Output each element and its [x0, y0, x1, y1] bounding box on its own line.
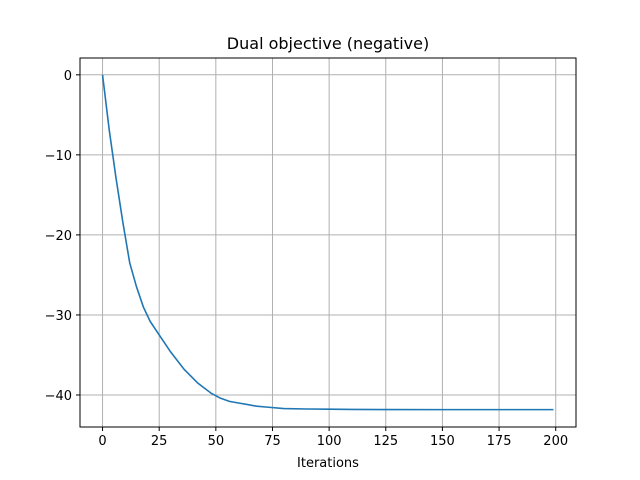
- x-tick-label: 125: [373, 434, 398, 449]
- x-tick-label: 100: [317, 434, 342, 449]
- series-line-1: [101, 74, 554, 411]
- x-axis-label: Iterations: [297, 456, 359, 471]
- x-tick-label: 200: [543, 434, 568, 449]
- grid-layer: [80, 58, 576, 427]
- y-tick-label: −10: [45, 149, 72, 164]
- x-tick-label: 150: [430, 434, 455, 449]
- x-tick-label: 50: [208, 434, 225, 449]
- x-tick-label: 75: [264, 434, 281, 449]
- x-tick-label: 0: [98, 434, 106, 449]
- y-tick-label: −40: [45, 389, 72, 404]
- chart-title: Dual objective (negative): [227, 34, 429, 53]
- y-tick-label: −20: [45, 229, 72, 244]
- y-tick-label: −30: [45, 309, 72, 324]
- plot-frame: [79, 57, 577, 428]
- y-tick-label: 0: [64, 69, 72, 84]
- x-tick-label: 175: [487, 434, 512, 449]
- x-tick-label: 25: [151, 434, 168, 449]
- series-layer: [101, 74, 554, 411]
- tick-layer: 0 25 50 75 100 125 150 175 200 0 −10 −20 −30 −40: [45, 69, 569, 449]
